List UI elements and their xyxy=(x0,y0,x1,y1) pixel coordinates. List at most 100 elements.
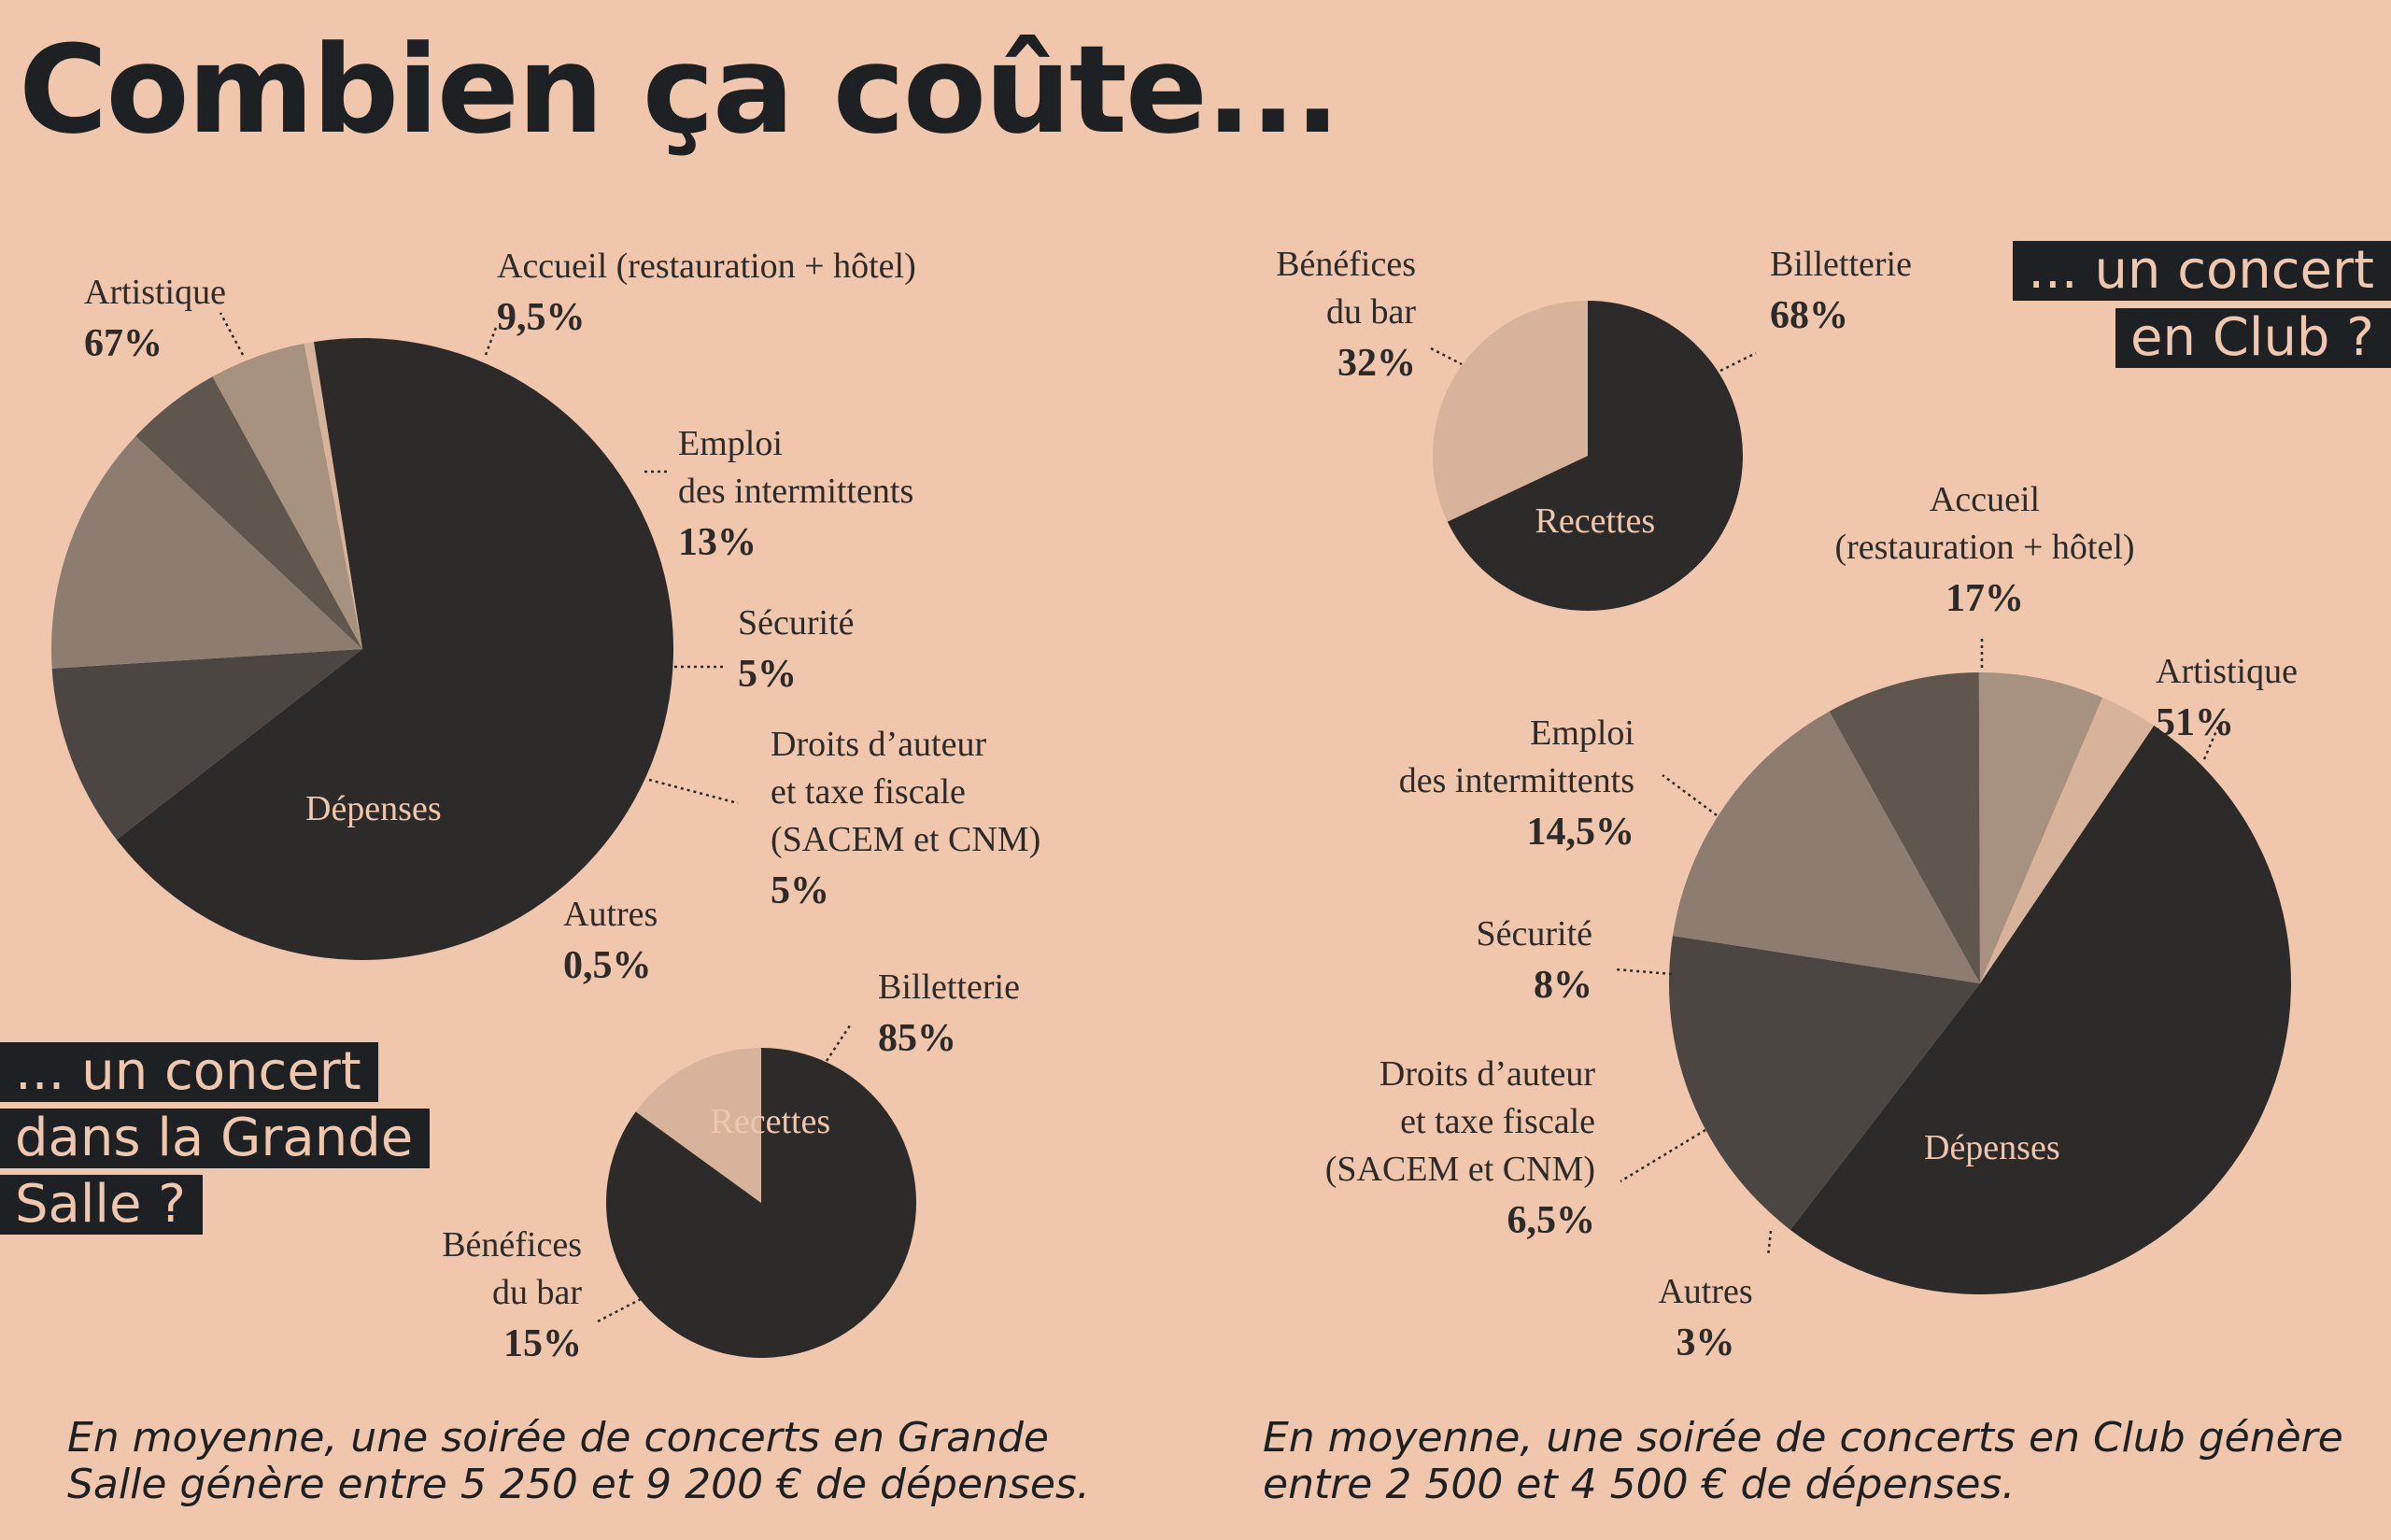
pie-slice xyxy=(1433,301,1588,522)
slice-label: Artistique 51% xyxy=(2156,648,2298,750)
slice-percent: 67% xyxy=(84,322,163,365)
slice-percent: 68% xyxy=(1770,294,1848,337)
pie-slice xyxy=(1978,672,2103,983)
slice-percent: 9,5% xyxy=(497,296,586,339)
pie-chart-3 xyxy=(1430,301,1757,611)
slice-label-text: Emploi xyxy=(1530,713,1634,753)
slice-label: Sécurité 5% xyxy=(738,600,855,701)
slice-percent: 32% xyxy=(1337,342,1416,385)
slice-percent: 3% xyxy=(1676,1321,1735,1364)
slice-label: Droits d’auteur et taxe fiscale (SACEM et … xyxy=(1298,1051,1595,1248)
tag-club-line-1: ... un concert xyxy=(2013,241,2391,301)
footnote-club: En moyenne, une soirée de concerts en Cl… xyxy=(1263,1415,2343,1508)
pie-center-label: Dépenses xyxy=(305,789,442,828)
footnote-grande-salle-line-2: Salle génère entre 5 250 et 9 200 € de d… xyxy=(67,1461,1090,1508)
slice-label-text: et taxe fiscale xyxy=(1400,1102,1595,1141)
slice-percent: 14,5% xyxy=(1526,811,1635,854)
slice-label-text: Accueil (restauration + hôtel) xyxy=(497,247,916,286)
slice-label-text: Sécurité xyxy=(738,603,855,643)
slice-label: Bénéfices du bar 32% xyxy=(1214,241,1416,390)
footnote-grande-salle: En moyenne, une soirée de concerts en Gr… xyxy=(67,1415,1090,1508)
slice-label-text: des intermittents xyxy=(678,472,914,511)
slice-label-text: Billetterie xyxy=(878,968,1020,1007)
slice-label-text: du bar xyxy=(491,1273,582,1312)
slice-label-text: Accueil xyxy=(1929,480,2041,519)
pie-slice xyxy=(1669,936,1980,1230)
leader-line xyxy=(1662,773,1718,817)
slice-label: Autres 3% xyxy=(1644,1268,1767,1370)
footnote-club-line-2: entre 2 500 et 4 500 € de dépenses. xyxy=(1263,1461,2016,1508)
slice-label-text: Sécurité xyxy=(1476,914,1592,954)
pie-center-label: Recettes xyxy=(1535,502,1656,541)
slice-percent: 5% xyxy=(738,653,797,696)
slice-percent: 0,5% xyxy=(563,944,652,987)
pie-slice xyxy=(212,343,362,649)
pie-chart-2 xyxy=(597,1022,916,1358)
pie-slice xyxy=(635,1048,761,1203)
slice-percent: 85% xyxy=(878,1017,956,1060)
leader-line xyxy=(597,1296,644,1323)
pie-slice xyxy=(51,649,362,841)
slice-label-text: Autres xyxy=(1658,1272,1753,1311)
leader-line xyxy=(1430,346,1463,366)
slice-label: Accueil (restauration + hôtel) 17% xyxy=(1798,476,2172,626)
slice-label-text: Emploi xyxy=(678,424,783,463)
tag-grande-salle-line-1: ... un concert xyxy=(0,1042,378,1102)
slice-label-text: Droits d’auteur xyxy=(771,725,987,764)
slice-label-text: (restauration + hôtel) xyxy=(1834,528,2135,567)
leader-line xyxy=(1719,351,1757,373)
pie-slice xyxy=(1672,711,1980,983)
pie-slice xyxy=(1829,672,1980,983)
footnote-club-line-1: En moyenne, une soirée de concerts en Cl… xyxy=(1263,1414,2343,1462)
slice-label-text: Autres xyxy=(563,895,658,934)
leader-line xyxy=(825,1022,854,1062)
pie-slice xyxy=(304,342,362,649)
pie-slice xyxy=(51,436,363,669)
slice-label: Autres 0,5% xyxy=(563,891,658,993)
tag-club-line-2: en Club ? xyxy=(2115,308,2391,368)
slice-percent: 51% xyxy=(2156,701,2234,744)
tag-grande-salle-line-3: Salle ? xyxy=(0,1175,203,1235)
pie-slice xyxy=(1980,697,2155,983)
slice-percent: 17% xyxy=(1945,577,2024,620)
page-title: Combien ça coûte... xyxy=(19,19,1340,161)
pie-slice xyxy=(605,1048,916,1358)
slice-percent: 8% xyxy=(1534,964,1592,1007)
slice-percent: 5% xyxy=(771,869,829,912)
pie-center-label: Recettes xyxy=(710,1102,831,1141)
slice-label: Sécurité 8% xyxy=(1429,911,1592,1012)
pie-slice xyxy=(1447,301,1744,611)
leader-line xyxy=(1615,968,1673,976)
slice-label-text: Droits d’auteur xyxy=(1379,1054,1595,1094)
slice-percent: 13% xyxy=(678,521,757,564)
slice-label: Emploi des intermittents 13% xyxy=(678,420,913,570)
pie-slice xyxy=(135,376,362,649)
pie-center-label: Dépenses xyxy=(1924,1128,2060,1167)
slice-label: Artistique 67% xyxy=(84,269,226,371)
slice-percent: 6,5% xyxy=(1507,1199,1596,1242)
slice-label-text: des intermittents xyxy=(1398,761,1634,800)
slice-label-text: Bénéfices xyxy=(1276,245,1416,284)
slice-label-text: Bénéfices xyxy=(442,1225,582,1264)
slice-label: Droits d’auteur et taxe fiscale (SACEM et … xyxy=(771,721,1040,918)
slice-label-text: Artistique xyxy=(84,273,226,312)
slice-label: Emploi des intermittents 14,5% xyxy=(1336,710,1634,859)
leader-line xyxy=(219,312,245,356)
slice-label-text: (SACEM et CNM) xyxy=(1324,1150,1595,1189)
slice-label: Accueil (restauration + hôtel) 9,5% xyxy=(497,243,916,345)
leader-line xyxy=(484,324,499,356)
slice-label-text: (SACEM et CNM) xyxy=(771,820,1041,859)
pie-chart-4 xyxy=(1615,635,2292,1295)
leader-line xyxy=(648,778,739,805)
leader-line xyxy=(1620,1128,1706,1183)
pie-slice xyxy=(116,338,674,960)
slice-percent: 15% xyxy=(503,1322,582,1365)
footnote-grande-salle-line-1: En moyenne, une soirée de concerts en Gr… xyxy=(67,1414,1049,1462)
slice-label: Billetterie 85% xyxy=(878,964,1020,1066)
slice-label-text: Artistique xyxy=(2156,652,2298,691)
pie-chart-1 xyxy=(51,312,739,960)
pie-slice xyxy=(1790,725,2292,1295)
slice-label-text: du bar xyxy=(1325,292,1416,332)
